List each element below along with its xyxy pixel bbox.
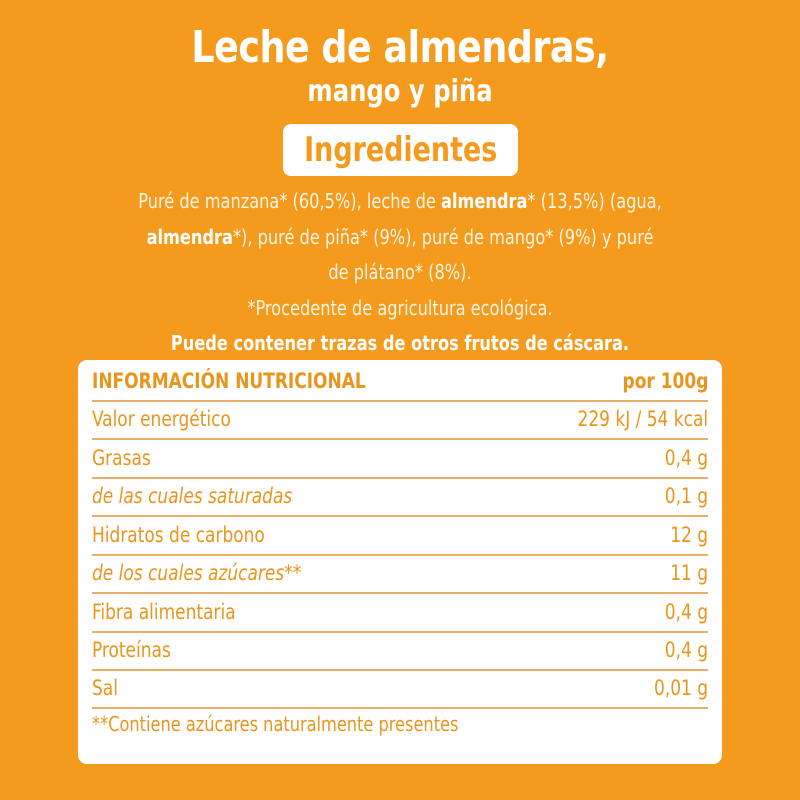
allergen-highlight: almendra (441, 189, 528, 213)
ingredients-text: Puré de manzana* (60,5%), leche de (138, 189, 442, 213)
ingredients-heading: Ingredientes (303, 130, 498, 170)
ingredients-line-3: de plátano* (8%). (94, 255, 706, 291)
ingredients-text: de plátano* (8%). (328, 260, 472, 284)
nutrient-value: 229 kJ / 54 kcal (577, 407, 708, 431)
ingredients-text: *), puré de piña* (9%), puré de mango* (… (232, 224, 654, 249)
ingredients-heading-badge: Ingredientes (283, 124, 518, 176)
nutrient-value: 0,4 g (664, 638, 708, 662)
nutrient-label: Hidratos de carbono (92, 522, 265, 547)
nutrient-label: Proteínas (92, 638, 171, 662)
allergen-highlight: almendra (146, 224, 233, 249)
ingredients-line-1: Puré de manzana* (60,5%), leche de almen… (94, 184, 706, 220)
nutrient-value: 0,01 g (653, 676, 708, 700)
nutrition-header-value: por 100g (622, 369, 708, 393)
nutrient-value: 0,4 g (664, 599, 708, 624)
ingredients-line-2: almendra*), puré de piña* (9%), puré de … (94, 220, 706, 256)
nutrition-row-saturated-fat: de las cuales saturadas 0,1 g (92, 479, 708, 517)
sugars-footnote: **Contiene azúcares naturalmente present… (92, 712, 459, 736)
nutrient-value: 0,1 g (664, 484, 708, 508)
nutrient-label: Valor energético (92, 407, 231, 431)
nutrition-row-carbohydrates: Hidratos de carbono 12 g (92, 518, 708, 556)
nutrition-row-fiber: Fibra alimentaria 0,4 g (92, 595, 708, 633)
nutrient-label: Fibra alimentaria (92, 599, 236, 624)
nutrition-row-salt: Sal 0,01 g (92, 671, 708, 709)
nutrition-row-sugars: de los cuales azúcares** 11 g (92, 556, 708, 594)
nutrition-header-row: INFORMACIÓN NUTRICIONAL por 100g (92, 364, 708, 402)
nutrient-label: de las cuales saturadas (92, 484, 293, 508)
nutrient-label: Grasas (92, 445, 151, 470)
nutrition-header-label: INFORMACIÓN NUTRICIONAL (92, 369, 366, 393)
allergen-warning: Puede contener trazas de otros frutos de… (170, 331, 630, 355)
nutrient-value: 11 g (670, 561, 708, 585)
nutrition-row-protein: Proteínas 0,4 g (92, 633, 708, 671)
nutrition-row-energy: Valor energético 229 kJ / 54 kcal (92, 402, 708, 440)
product-subtitle: mango y piña (307, 74, 493, 109)
nutrition-table: INFORMACIÓN NUTRICIONAL por 100g Valor e… (78, 360, 722, 764)
product-title: Leche de almendras, (191, 22, 609, 73)
nutrient-label: Sal (92, 676, 118, 700)
nutrition-row-fat: Grasas 0,4 g (92, 441, 708, 479)
ingredients-text: * (13,5%) (agua, (527, 189, 662, 213)
nutrient-value: 12 g (670, 522, 708, 547)
organic-note: *Procedente de agricultura ecológica. (247, 295, 553, 320)
nutrient-label: de los cuales azúcares** (92, 561, 302, 585)
nutrient-value: 0,4 g (664, 445, 708, 470)
ingredients-list: Puré de manzana* (60,5%), leche de almen… (60, 184, 740, 362)
